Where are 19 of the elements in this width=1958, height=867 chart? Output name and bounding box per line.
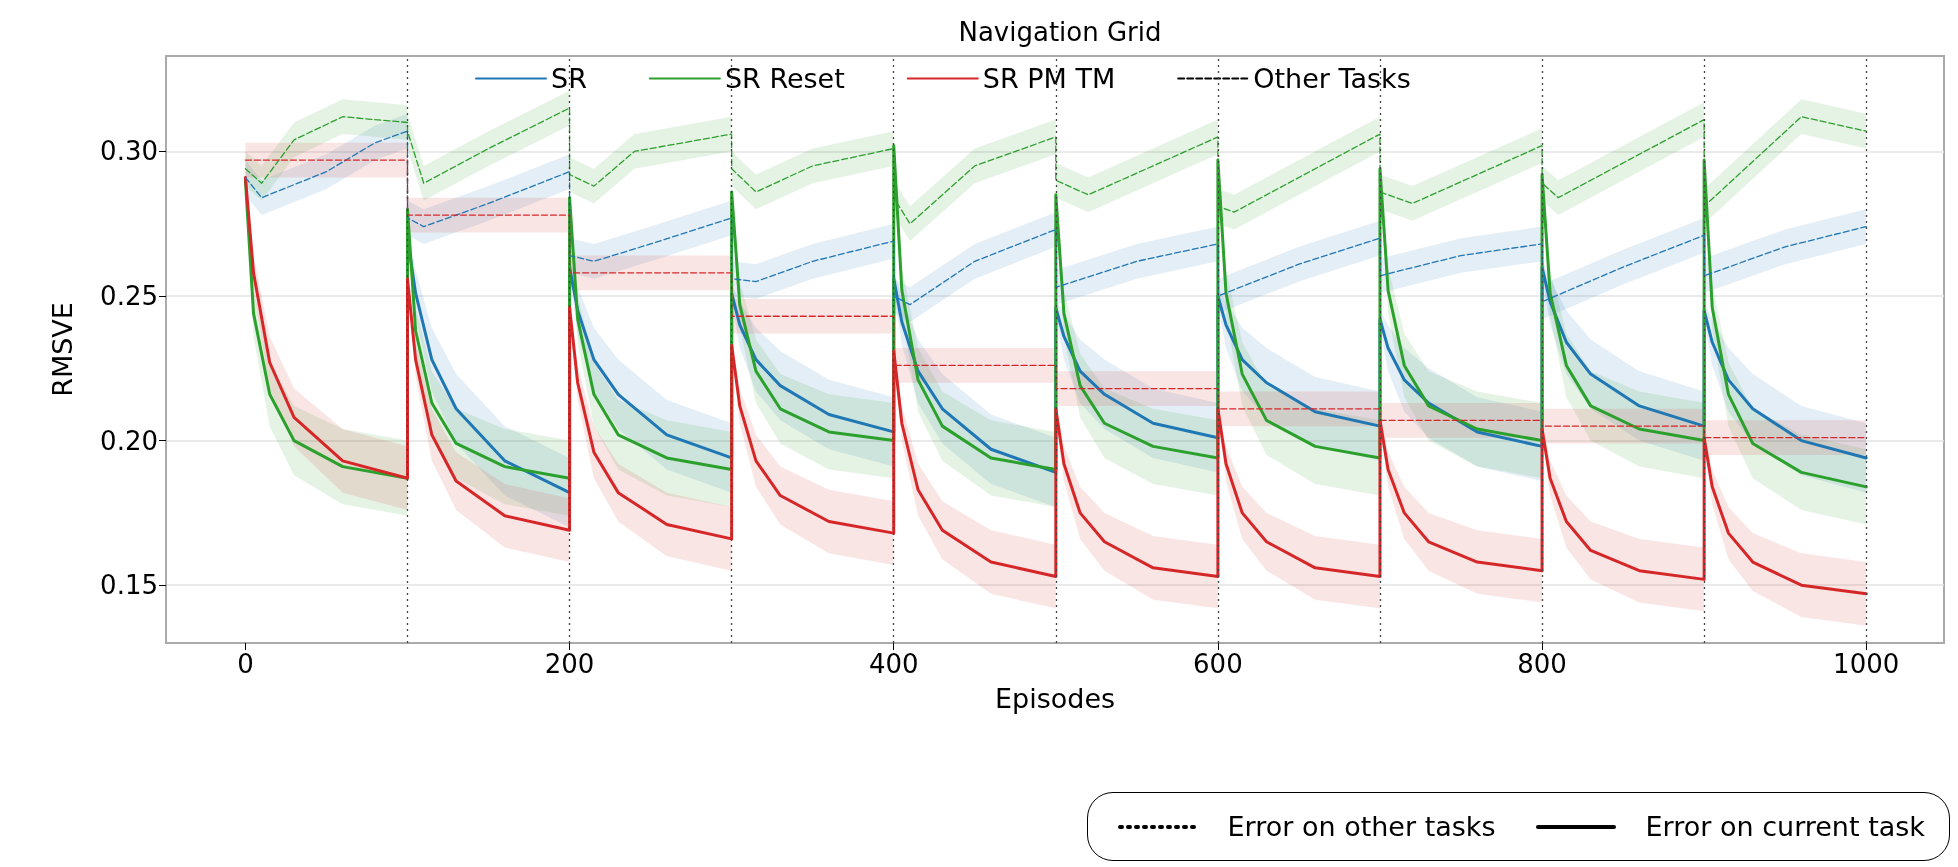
x-tick-label: 600 (1193, 649, 1243, 679)
text: Error on current task (1645, 811, 1925, 842)
legend-label: SR PM TM (982, 63, 1116, 94)
x-tick-label: 200 (544, 649, 595, 679)
chart-title: Navigation Grid (958, 17, 1162, 47)
y-tick-label: 0.15 (100, 570, 158, 601)
legend-label: Other Tasks (1253, 63, 1411, 94)
x-tick-label: 400 (868, 649, 919, 679)
x-tick-label: 800 (1517, 649, 1567, 679)
legend-label: SR (551, 63, 587, 94)
x-tick-label: 0 (237, 649, 254, 679)
y-tick-label: 0.20 (100, 425, 158, 456)
y-tick-label: 0.25 (100, 281, 158, 311)
y-axis-title: RMSVE (47, 302, 78, 397)
y-tick-label: 0.30 (100, 136, 158, 167)
x-axis-title: Episodes (994, 683, 1116, 714)
text: Error on other tasks (1227, 811, 1496, 842)
legend-label: SR Reset (724, 63, 845, 94)
x-tick-label: 1000 (1833, 649, 1900, 679)
